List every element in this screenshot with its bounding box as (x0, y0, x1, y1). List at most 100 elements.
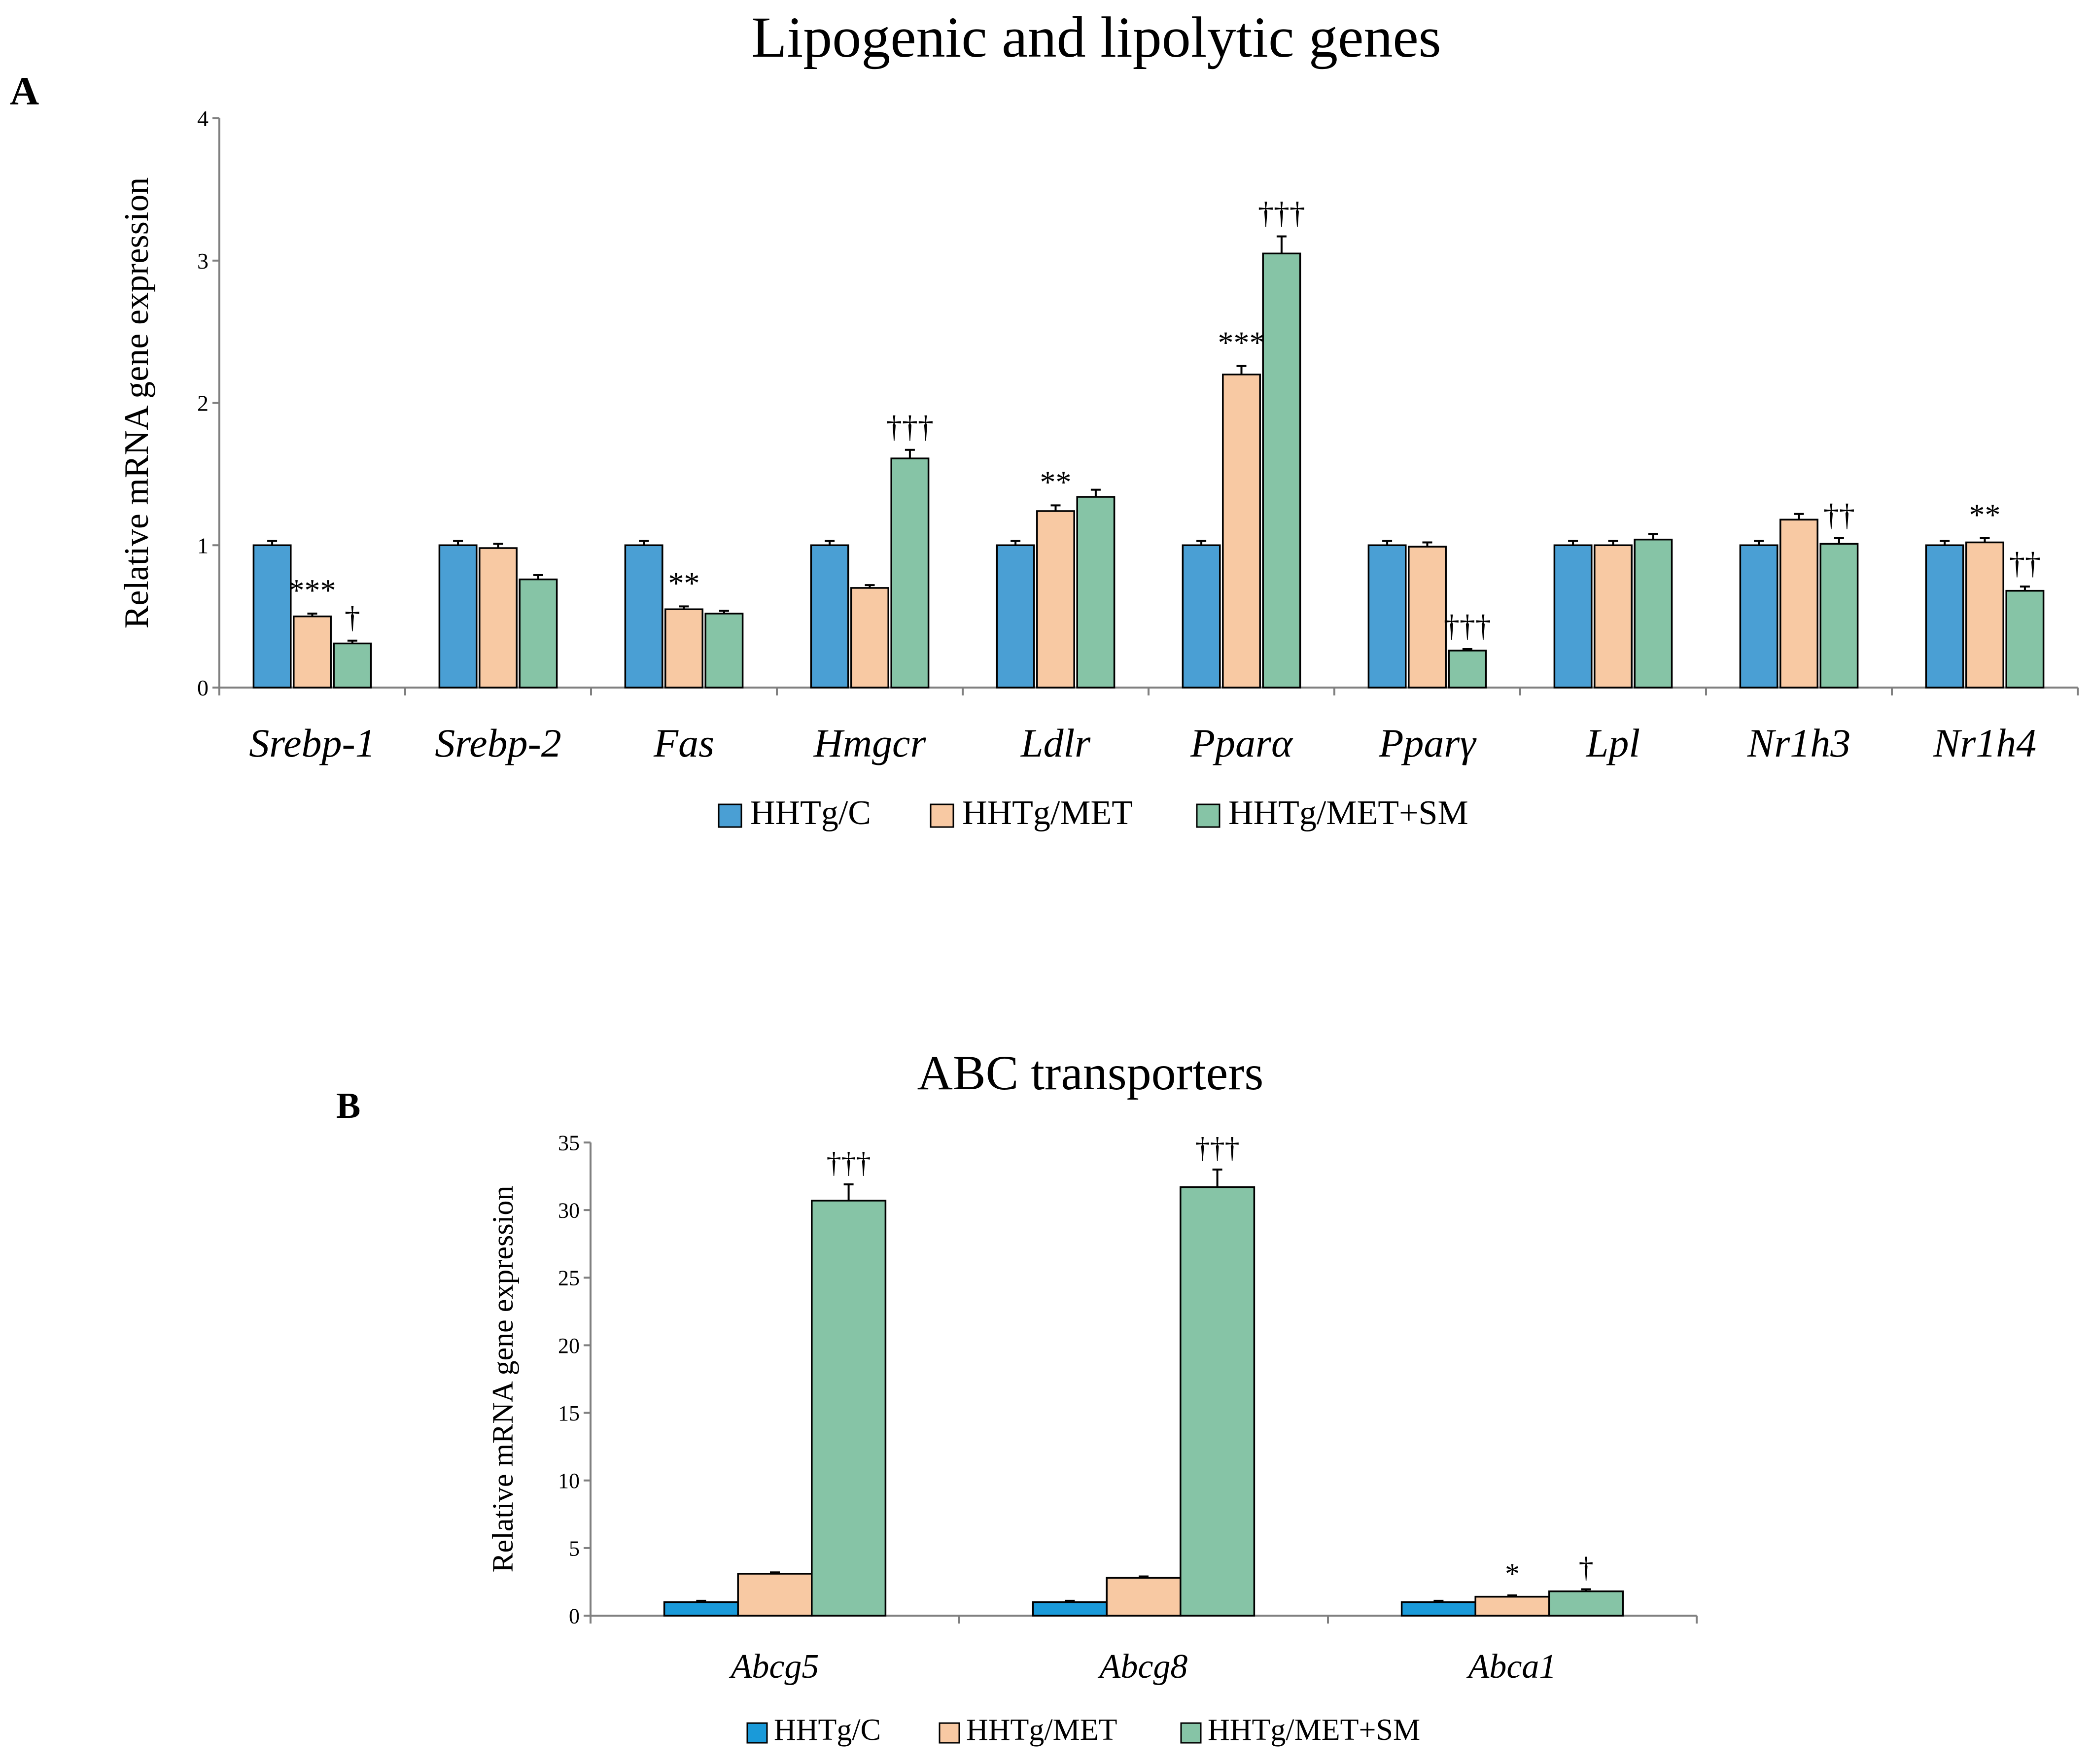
x-category-label: Pparγ (1378, 721, 1477, 765)
x-category-label: Lpl (1586, 721, 1640, 765)
legend-label: HHTg/C (774, 1713, 881, 1747)
bar-a-hmgcr-series-2 (890, 457, 930, 689)
bar-a-srebp1-series-2 (333, 642, 372, 689)
bar-b-abca1-series-1 (1474, 1595, 1550, 1617)
legend-swatch (939, 1722, 960, 1744)
panel-label: B (336, 1086, 360, 1126)
significance-annotation: * (1505, 1557, 1520, 1590)
bar-a-ppar-series-0 (1182, 544, 1221, 689)
bar-a-lpl-series-2 (1634, 538, 1673, 689)
bar-a-fas-series-2 (704, 613, 744, 689)
bar-a-lpl-series-1 (1594, 544, 1633, 689)
y-tick-label: 3 (197, 248, 209, 274)
x-category-label: Nr1h4 (1933, 721, 2037, 765)
y-tick-label: 30 (558, 1199, 580, 1223)
y-axis-label: Relative mRNA gene expression (118, 177, 156, 629)
bar-a-ppar-series-1 (1408, 546, 1447, 689)
y-tick-label: 4 (197, 106, 209, 131)
y-tick-label: 25 (558, 1266, 580, 1290)
significance-annotation: † (345, 600, 360, 635)
bar-a-fas-series-0 (624, 544, 663, 689)
significance-annotation: ††† (1195, 1132, 1240, 1164)
chart-title: ABC transporters (917, 1045, 1264, 1100)
bar-a-srebp1-series-1 (293, 615, 332, 689)
bar-a-nr1h4-series-2 (2005, 589, 2045, 689)
x-category-label: Pparα (1190, 721, 1293, 765)
bar-a-srebp2-series-2 (519, 578, 558, 689)
x-category-label: Srebp-2 (435, 721, 561, 765)
bar-a-srebp1-series-0 (252, 544, 292, 689)
legend-swatch (1180, 1722, 1202, 1744)
bar-b-abcg8-series-1 (1106, 1577, 1182, 1617)
legend-label: HHTg/MET+SM (1208, 1713, 1420, 1747)
legend-swatch (930, 803, 954, 828)
chart-panel-b: ABC transporters B Relative mRNA gene expr… (336, 1045, 1698, 1747)
bar-a-ppar-series-2 (1262, 252, 1301, 689)
bar-b-abca1-series-0 (1400, 1601, 1476, 1617)
bar-a-ldlr-series-1 (1036, 510, 1075, 689)
bar-a-hmgcr-series-1 (850, 587, 889, 689)
bar-a-nr1h4-series-0 (1925, 544, 1964, 689)
x-category-label: Abcg5 (729, 1648, 819, 1686)
bar-a-ppar-series-0 (1367, 544, 1407, 689)
legend-swatch (718, 803, 742, 828)
bar-b-abcg8-series-2 (1180, 1186, 1255, 1617)
bar-a-srebp2-series-1 (479, 547, 518, 689)
bar-b-abcg5-series-0 (663, 1601, 739, 1617)
y-tick-label: 10 (558, 1469, 580, 1493)
legend-swatch (1196, 803, 1220, 828)
bar-a-ppar-series-2 (1448, 650, 1487, 689)
significance-annotation: ††† (886, 409, 934, 444)
significance-annotation: *** (1218, 325, 1265, 360)
y-tick-label: 2 (197, 391, 209, 416)
significance-annotation: ** (1040, 464, 1072, 499)
bar-a-nr1h3-series-0 (1739, 544, 1778, 689)
bar-a-ldlr-series-0 (996, 544, 1035, 689)
y-tick-label: 15 (558, 1401, 580, 1425)
bar-a-ldlr-series-2 (1076, 496, 1116, 689)
bar-a-ppar-series-1 (1222, 374, 1261, 689)
significance-annotation: ** (668, 565, 700, 600)
legend-label: HHTg/MET (966, 1713, 1117, 1747)
significance-annotation: ††† (1444, 608, 1491, 643)
legend-label: HHTg/MET (962, 794, 1133, 832)
legend-swatch (746, 1722, 768, 1744)
chart-title: Lipogenic and lipolytic genes (751, 5, 1441, 69)
significance-annotation: ††† (827, 1146, 871, 1179)
significance-annotation: ††† (1258, 196, 1305, 231)
y-tick-label: 35 (558, 1131, 580, 1155)
x-category-label: Ldlr (1020, 721, 1091, 765)
y-axis-label: Relative mRNA gene expression (487, 1186, 519, 1573)
bar-a-nr1h4-series-1 (1965, 541, 2004, 689)
chart-panel-a: Lipogenic and lipolytic genes A Relative m… (10, 5, 2079, 832)
bar-a-nr1h3-series-1 (1779, 519, 1818, 689)
x-category-label: Abca1 (1466, 1648, 1557, 1686)
bar-b-abcg8-series-0 (1032, 1601, 1108, 1617)
significance-annotation: ** (1969, 497, 2001, 532)
y-tick-label: 1 (197, 533, 209, 558)
y-tick-label: 0 (197, 675, 209, 700)
bar-a-hmgcr-series-0 (810, 544, 849, 689)
x-category-label: Srebp-1 (249, 721, 376, 765)
legend-label: HHTg/C (750, 794, 871, 832)
x-category-label: Hmgcr (813, 721, 927, 765)
x-category-label: Abcg8 (1098, 1648, 1188, 1686)
panel-label: A (10, 69, 39, 113)
significance-annotation: † (1579, 1552, 1594, 1584)
bar-a-lpl-series-0 (1553, 544, 1593, 689)
bar-a-nr1h3-series-2 (1819, 543, 1859, 689)
bar-b-abcg5-series-1 (737, 1573, 813, 1617)
significance-annotation: †† (2009, 546, 2041, 581)
significance-annotation: *** (289, 573, 336, 608)
significance-annotation: †† (1823, 497, 1855, 532)
y-tick-label: 20 (558, 1334, 580, 1358)
y-tick-label: 5 (569, 1536, 580, 1560)
bar-b-abcg5-series-2 (811, 1200, 887, 1617)
x-category-label: Fas (653, 721, 714, 765)
bar-b-abca1-series-2 (1548, 1590, 1624, 1617)
y-tick-label: 0 (569, 1604, 580, 1628)
bar-a-srebp2-series-0 (438, 544, 478, 689)
legend-label: HHTg/MET+SM (1228, 794, 1468, 832)
bar-a-fas-series-1 (664, 608, 703, 689)
